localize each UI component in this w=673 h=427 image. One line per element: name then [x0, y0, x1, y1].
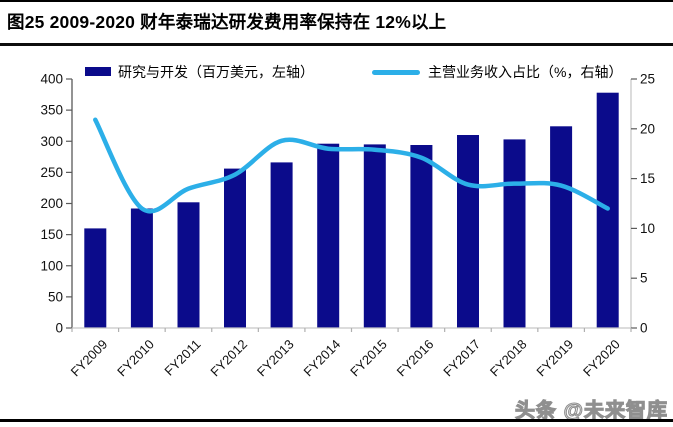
x-axis-label-FY2020: FY2020 [580, 337, 623, 380]
bottom-border-line [0, 419, 673, 422]
left-axis-tick-label: 350 [40, 103, 63, 118]
x-axis-label-FY2017: FY2017 [440, 337, 483, 380]
top-border-line [0, 0, 673, 2]
x-axis-label-FY2015: FY2015 [347, 337, 390, 380]
left-axis-tick-label: 200 [40, 196, 63, 211]
bar-FY2015 [363, 144, 386, 328]
bar-FY2009 [84, 228, 107, 328]
x-axis-label-FY2011: FY2011 [161, 337, 203, 379]
x-axis-label-FY2013: FY2013 [254, 337, 297, 380]
bar-FY2018 [503, 139, 526, 328]
bar-FY2011 [177, 202, 200, 328]
revenue-ratio-line [93, 117, 610, 214]
bar-series-legend-label: 研究与开发（百万美元，左轴） [118, 64, 314, 80]
bar-FY2014 [317, 143, 340, 328]
title-divider [0, 43, 673, 46]
right-axis-tick-label: 20 [640, 121, 655, 136]
right-axis-tick-label: 15 [640, 171, 655, 186]
x-axis-label-FY2012: FY2012 [207, 337, 250, 380]
bar-FY2010 [130, 208, 153, 328]
x-axis-label-FY2014: FY2014 [301, 337, 344, 380]
x-axis-label-FY2019: FY2019 [533, 337, 576, 380]
left-axis-tick-label: 0 [55, 321, 63, 336]
bar-FY2012 [224, 168, 246, 328]
bar-FY2013 [270, 162, 293, 328]
left-axis-tick-label: 50 [48, 289, 63, 304]
right-axis-tick-label: 25 [640, 72, 655, 87]
left-axis-tick-label: 100 [40, 258, 63, 273]
line-series-legend-label: 主营业务收入占比（%，右轴） [428, 64, 623, 80]
bar-FY2017 [457, 135, 479, 328]
bar-FY2016 [410, 145, 433, 328]
bar-series-legend-swatch [85, 67, 111, 76]
right-axis-tick-label: 10 [640, 221, 655, 236]
left-axis-tick-label: 400 [40, 72, 63, 87]
watermark: 头条 @未来智库 [514, 399, 668, 422]
left-axis-tick-label: 300 [40, 134, 63, 149]
left-axis-tick-label: 150 [40, 227, 63, 242]
right-axis-tick-label: 0 [640, 321, 648, 336]
right-axis-tick-label: 5 [640, 271, 648, 286]
line-series-legend-swatch [372, 70, 420, 75]
x-axis-label-FY2010: FY2010 [114, 337, 157, 380]
left-axis-tick-label: 250 [40, 165, 63, 180]
figure-title: 图25 2009-2020 财年泰瑞达研发费用率保持在 12%以上 [7, 12, 447, 32]
x-axis-label-FY2016: FY2016 [394, 337, 437, 380]
x-axis-label-FY2018: FY2018 [487, 337, 530, 380]
x-axis-label-FY2009: FY2009 [68, 337, 111, 380]
bar-FY2019 [550, 126, 573, 328]
